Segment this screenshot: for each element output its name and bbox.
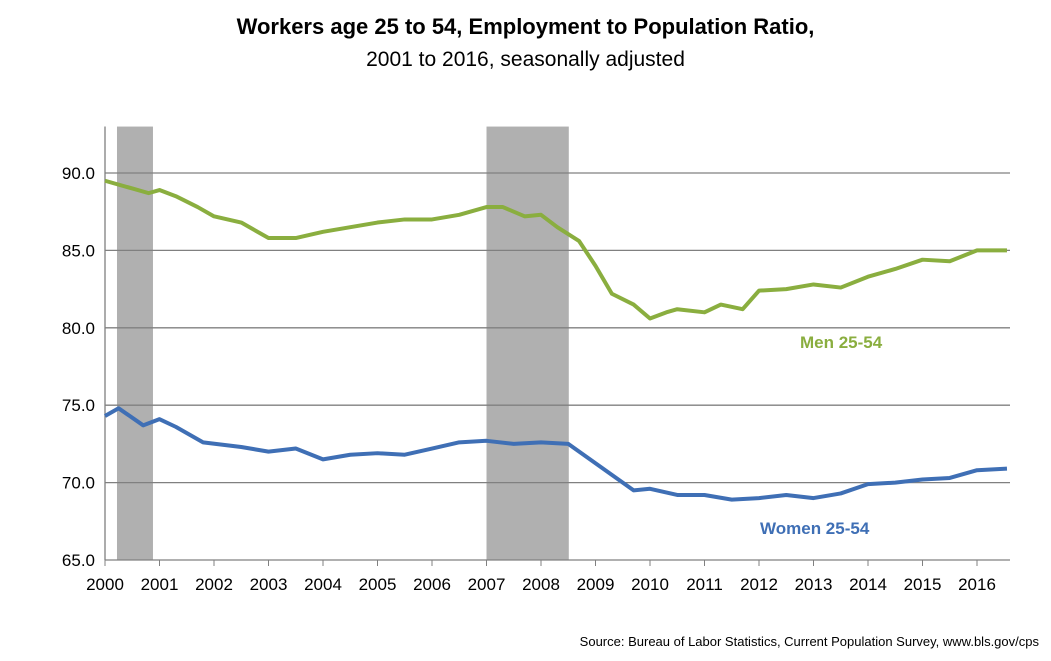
x-tick-label: 2004 (304, 575, 342, 594)
x-tick-label: 2007 (468, 575, 506, 594)
y-tick-label: 75.0 (62, 396, 95, 415)
chart-subtitle: 2001 to 2016, seasonally adjusted (366, 48, 685, 71)
x-tick-label: 2015 (904, 575, 942, 594)
x-tick-label: 2011 (686, 575, 723, 594)
chart-title: Workers age 25 to 54, Employment to Popu… (236, 14, 815, 39)
series-line-women (104, 406, 1008, 502)
x-tick-label: 2014 (849, 575, 887, 594)
y-tick-label: 65.0 (62, 551, 95, 570)
x-tick-label: 2005 (359, 575, 397, 594)
x-tick-label: 2013 (795, 575, 833, 594)
x-tick-label: 2003 (250, 575, 288, 594)
x-tick-label: 2000 (86, 575, 124, 594)
x-tick-label: 2012 (740, 575, 778, 594)
x-tick-label: 2016 (958, 575, 996, 594)
x-tick-label: 2008 (522, 575, 560, 594)
y-tick-label: 90.0 (62, 164, 95, 183)
x-tick-label: 2002 (195, 575, 233, 594)
x-tick-label: 2010 (631, 575, 669, 594)
y-tick-label: 70.0 (62, 474, 95, 493)
series-label-men: Men 25-54 (800, 333, 883, 352)
series-line-men (104, 178, 1007, 321)
x-tick-label: 2009 (577, 575, 615, 594)
y-tick-label: 85.0 (62, 241, 95, 260)
x-tick-label: 2006 (413, 575, 451, 594)
x-tick-label: 2001 (141, 575, 179, 594)
recession-band (116, 126, 153, 560)
y-tick-label: 80.0 (62, 319, 95, 338)
recession-band (486, 126, 569, 560)
series-label-women: Women 25-54 (760, 519, 870, 538)
source-note: Source: Bureau of Labor Statistics, Curr… (579, 634, 1039, 649)
